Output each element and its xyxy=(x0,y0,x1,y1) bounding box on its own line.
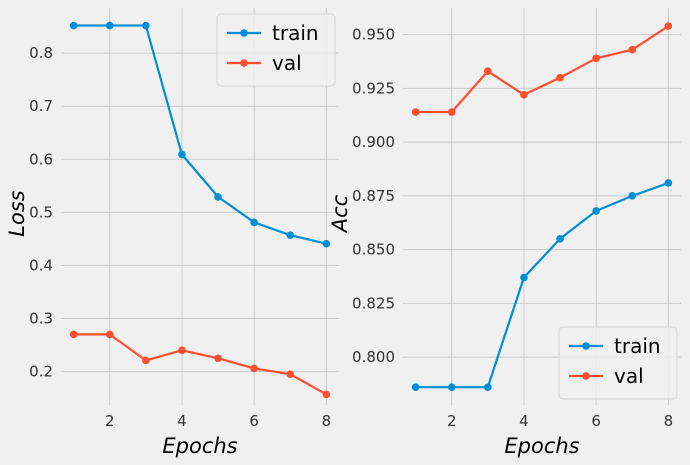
x-axis-label: Epochs xyxy=(504,434,579,458)
data-point-val xyxy=(178,346,186,355)
data-point-train xyxy=(178,150,186,159)
x-tick-label: 6 xyxy=(591,412,601,430)
data-point-train xyxy=(411,383,420,391)
data-point-val xyxy=(664,22,673,30)
data-point-train xyxy=(484,383,492,391)
y-tick-label: 0.825 xyxy=(352,294,395,312)
data-point-val xyxy=(411,108,420,116)
data-point-val xyxy=(214,354,222,363)
data-point-train xyxy=(69,21,78,30)
legend-label-val: val xyxy=(272,51,302,75)
y-tick-label: 0.5 xyxy=(29,203,53,221)
data-point-val xyxy=(628,45,637,54)
data-point-train xyxy=(447,383,456,391)
y-axis-label: Acc xyxy=(328,194,352,234)
x-tick-label: 2 xyxy=(105,412,115,430)
data-point-val xyxy=(484,67,492,75)
y-axis-label: Loss xyxy=(5,190,29,236)
y-tick-label: 0.3 xyxy=(29,309,53,327)
data-point-val xyxy=(556,73,564,82)
legend-label-val: val xyxy=(614,364,644,388)
series-line-train xyxy=(415,181,669,389)
data-point-train xyxy=(664,179,673,187)
data-point-train xyxy=(556,235,564,243)
x-tick-label: 8 xyxy=(322,412,332,430)
data-point-train xyxy=(214,193,222,201)
legend-marker-val xyxy=(240,59,248,67)
data-point-val xyxy=(105,330,114,339)
data-point-val xyxy=(520,91,528,99)
data-point-val xyxy=(69,330,78,339)
x-tick-label: 6 xyxy=(249,412,259,430)
data-point-train xyxy=(105,21,114,30)
y-tick-label: 0.925 xyxy=(352,79,395,97)
data-point-train xyxy=(628,192,637,200)
legend-label-train: train xyxy=(272,21,319,45)
y-tick-label: 0.950 xyxy=(352,26,395,44)
y-tick-label: 0.850 xyxy=(352,241,395,259)
y-tick-label: 0.8 xyxy=(29,44,53,62)
y-tick-label: 0.900 xyxy=(352,133,395,151)
y-tick-label: 0.7 xyxy=(29,97,53,115)
data-point-train xyxy=(322,239,331,248)
legend-marker-train xyxy=(582,342,590,350)
chart-panel-1: 2 4 6 8 0.2 0.3 0.4 0.5 0.6 0.7 0.8 Epochs Loss train… xyxy=(5,8,339,458)
x-axis-label: Epochs xyxy=(162,434,237,458)
x-tick-label: 8 xyxy=(664,412,674,430)
data-point-train xyxy=(286,231,295,239)
series-line-val xyxy=(415,25,670,114)
data-point-val xyxy=(592,54,600,63)
data-point-train xyxy=(142,21,150,30)
data-point-train xyxy=(520,273,528,282)
data-point-val xyxy=(322,390,331,399)
data-point-train xyxy=(250,218,258,227)
legend: train val xyxy=(216,13,336,87)
data-point-val xyxy=(447,108,456,116)
chart-panel-2: 2 4 6 8 0.800 0.825 0.850 0.875 0.900 0.925 0.950 E… xyxy=(328,8,681,458)
x-tick-label: 4 xyxy=(519,412,529,430)
y-tick-label: 0.4 xyxy=(29,256,53,274)
x-tick-label: 2 xyxy=(447,412,457,430)
data-point-val xyxy=(142,356,150,365)
legend: train val xyxy=(558,326,678,400)
data-point-train xyxy=(592,207,600,215)
legend-label-train: train xyxy=(614,334,661,358)
legend-marker-val xyxy=(582,372,590,380)
data-point-val xyxy=(250,364,258,373)
series-line-train xyxy=(73,24,327,245)
y-tick-label: 0.2 xyxy=(29,363,53,381)
y-tick-label: 0.800 xyxy=(352,348,395,366)
series-line-val xyxy=(73,333,327,396)
data-point-val xyxy=(286,370,295,379)
y-tick-label: 0.6 xyxy=(29,150,53,168)
legend-marker-train xyxy=(240,29,248,37)
y-tick-label: 0.875 xyxy=(352,187,395,205)
x-tick-label: 4 xyxy=(177,412,187,430)
